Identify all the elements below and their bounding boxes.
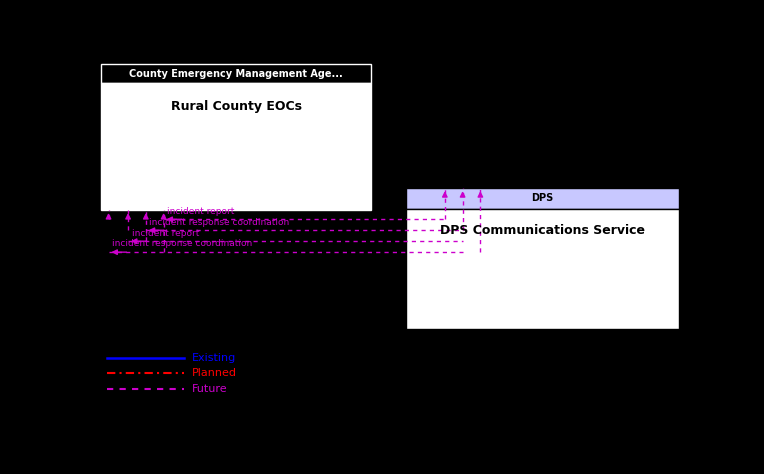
Text: DPS Communications Service: DPS Communications Service xyxy=(440,224,645,237)
Text: incident response coordination: incident response coordination xyxy=(112,239,252,248)
Text: Future: Future xyxy=(192,383,227,393)
Bar xyxy=(102,64,371,83)
Text: DPS: DPS xyxy=(532,193,554,203)
Text: incident report: incident report xyxy=(167,207,235,216)
Text: incident report: incident report xyxy=(131,228,199,237)
Text: incident response coordination: incident response coordination xyxy=(150,218,290,227)
Bar xyxy=(406,188,678,209)
Bar xyxy=(102,83,371,210)
Text: Rural County EOCs: Rural County EOCs xyxy=(170,100,302,112)
Text: Planned: Planned xyxy=(192,368,236,378)
Bar xyxy=(406,209,678,329)
Text: County Emergency Management Age...: County Emergency Management Age... xyxy=(129,69,343,79)
Text: Existing: Existing xyxy=(192,353,235,363)
